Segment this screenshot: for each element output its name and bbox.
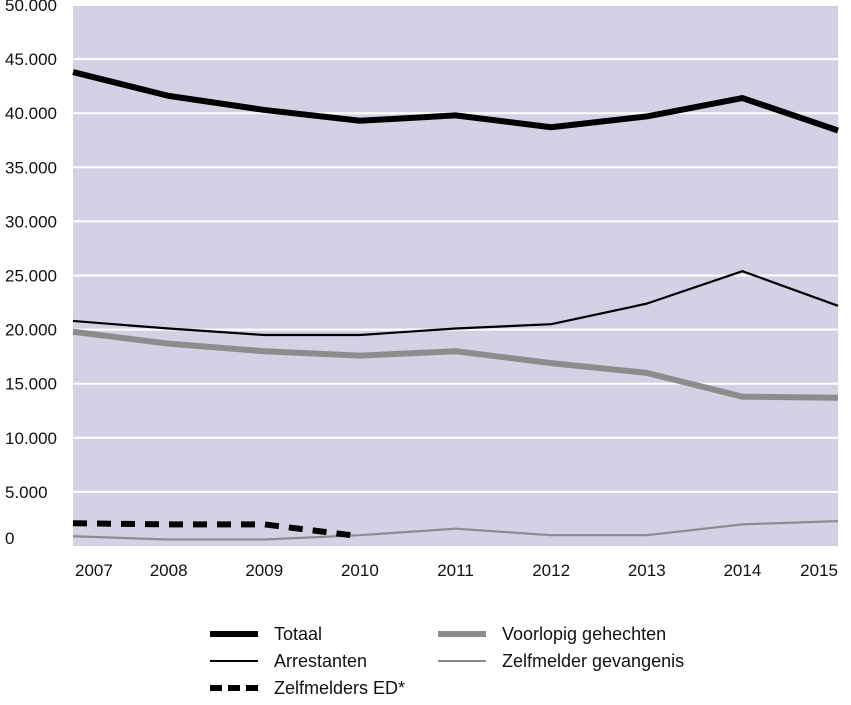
y-tick-label: 20.000 (5, 321, 57, 340)
legend-label-voorlopig-gehechten: Voorlopig gehechten (502, 623, 667, 644)
legend-label-zelfmelder-gevangenis: Zelfmelder gevangenis (502, 650, 685, 671)
legend-item-zelfmelders-ed: Zelfmelders ED* (210, 676, 405, 700)
x-tick-label: 2010 (341, 561, 379, 580)
y-tick-label: 10.000 (5, 429, 57, 448)
legend-swatch-arrestanten (210, 660, 258, 662)
legend-swatch-zelfmelder-gevangenis (438, 660, 486, 662)
legend-swatch-voorlopig-gehechten (438, 631, 486, 637)
y-tick-label: 0 (5, 529, 14, 548)
legend-label-arrestanten: Arrestanten (274, 650, 368, 671)
y-tick-label: 25.000 (5, 267, 57, 286)
series-line-arrestanten (72, 270, 839, 337)
legend-label-zelfmelders-ed: Zelfmelders ED* (274, 677, 406, 698)
x-axis-ticks: 2007 2008 2009 2010 2011 2012 2013 2014 2015 (75, 561, 838, 580)
legend: Totaal Arrestanten Zelfmelders ED* Voorl… (210, 622, 770, 702)
x-tick-label: 2012 (532, 561, 570, 580)
x-tick-label: 2008 (150, 561, 188, 580)
x-tick-label: 2009 (245, 561, 283, 580)
legend-item-arrestanten: Arrestanten (210, 649, 367, 673)
x-tick-label: 2013 (628, 561, 666, 580)
y-tick-label: 50.000 (5, 0, 57, 15)
legend-item-zelfmelder-gevangenis: Zelfmelder gevangenis (438, 649, 684, 673)
x-tick-label: 2014 (723, 561, 761, 580)
series-lines (72, 69, 839, 541)
y-tick-label: 5.000 (5, 483, 48, 502)
legend-swatch-totaal (210, 631, 258, 637)
series-line-totaal (72, 69, 839, 134)
x-tick-label: 2007 (75, 561, 113, 580)
legend-item-voorlopig-gehechten: Voorlopig gehechten (438, 622, 666, 646)
series-line-voorlopig-gehechten (72, 328, 839, 401)
legend-label-totaal: Totaal (274, 623, 323, 644)
legend-swatch-zelfmelders-ed (210, 685, 258, 691)
y-tick-label: 30.000 (5, 212, 57, 231)
y-tick-label: 35.000 (5, 158, 57, 177)
y-tick-label: 15.000 (5, 375, 57, 394)
x-tick-label: 2011 (437, 561, 474, 580)
x-tick-label: 2015 (800, 561, 838, 580)
y-tick-label: 40.000 (5, 104, 57, 123)
gridlines (73, 4, 838, 493)
y-axis-ticks: 0 5.000 10.000 15.000 20.000 25.000 30.000 35.0… (5, 0, 57, 548)
legend-item-totaal: Totaal (210, 622, 322, 646)
y-tick-label: 45.000 (5, 50, 57, 69)
line-chart: 0 5.000 10.000 15.000 20.000 25.000 30.000 35.0… (5, 0, 839, 580)
series-line-zelfmelder-gevangenis (72, 520, 839, 541)
